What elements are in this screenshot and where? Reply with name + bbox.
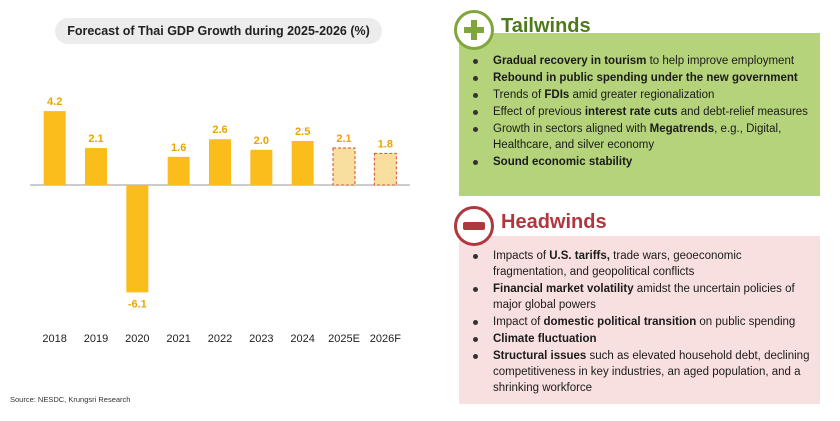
bar-2025E [332, 147, 356, 186]
bullet-icon [473, 160, 478, 165]
tailwinds-list: Gradual recovery in tourism to help impr… [472, 53, 812, 171]
bar-2020 [126, 185, 149, 293]
headwinds-item-text: trade wars, geoeconomic fragmentation, a… [493, 250, 742, 278]
tailwinds-item-text: Effect of previous [493, 106, 585, 118]
tailwinds-item: Rebound in public spending under the new… [472, 70, 812, 86]
tailwinds-item-text: amid greater regionalization [569, 89, 715, 101]
tailwinds-item: Gradual recovery in tourism to help impr… [472, 53, 812, 69]
headwinds-item-text: U.S. tariffs, [549, 250, 610, 262]
x-tick-label: 2024 [290, 333, 314, 345]
headwinds-title: Headwinds [501, 211, 607, 233]
bullet-icon [473, 337, 478, 342]
bar-2018 [43, 111, 66, 185]
data-label: 2.0 [254, 135, 269, 147]
tailwinds-item-text: and debt-relief measures [677, 106, 808, 118]
tailwinds-item-text: to help improve employment [646, 55, 795, 67]
x-tick-label: 2021 [166, 333, 190, 345]
gdp-bar-chart: 4.2 2018 2.1 2019 -6.1 2020 1.6 2021 2.6 2022 2.0 2… [30, 96, 410, 345]
data-label: 4.2 [47, 96, 62, 108]
headwinds-item: Impacts of U.S. tariffs, trade wars, geo… [472, 248, 812, 280]
headwinds-item-text: Financial market volatility [493, 283, 634, 295]
bar-2023 [250, 149, 273, 185]
tailwinds-panel [459, 33, 820, 196]
headwinds-item-text: Structural issues [493, 350, 587, 362]
bullet-icon [473, 287, 478, 292]
headwinds-item: Impact of domestic political transition … [472, 314, 812, 330]
tailwinds-item-text: FDIs [544, 89, 570, 101]
x-tick-label: 2023 [249, 333, 273, 345]
x-tick-label: 2025E [328, 333, 360, 345]
bar-2024 [291, 141, 314, 185]
tailwinds-item-text: Sound economic stability [493, 156, 633, 168]
bar-2021 [167, 156, 190, 185]
data-label: 2.6 [212, 124, 227, 136]
tailwinds-item-text: Growth in sectors aligned with [493, 123, 650, 135]
data-label: 2.1 [88, 133, 103, 145]
source-note: Source: NESDC, Krungsri Research [10, 395, 131, 404]
tailwinds-item-text: Trends of [493, 89, 545, 101]
headwinds-item: Climate fluctuation [472, 331, 812, 347]
tailwinds-item-text: interest rate cuts [584, 106, 678, 118]
tailwinds-item-text: Megatrends [649, 123, 715, 135]
headwinds-item: Structural issues such as elevated house… [472, 348, 812, 396]
tailwinds-title: Tailwinds [501, 15, 591, 37]
tailwinds-item: Trends of FDIs amid greater regionalizat… [472, 87, 812, 103]
data-label: -6.1 [128, 298, 147, 310]
tailwinds-item: Growth in sectors aligned with Megatrend… [472, 121, 812, 153]
bullet-icon [473, 254, 478, 259]
headwinds-list: Impacts of U.S. tariffs, trade wars, geo… [472, 248, 812, 397]
bullet-icon [473, 320, 478, 325]
bullet-icon [473, 93, 478, 98]
bullet-icon [473, 76, 478, 81]
tailwinds-item-text: Rebound in public spending under the new… [493, 72, 798, 84]
headwinds-item-text: on public spending [696, 316, 796, 328]
bullet-icon [473, 127, 478, 132]
headwinds-item-text: such as elevated household debt, declini… [493, 350, 810, 394]
tailwinds-item-text: Gradual recovery in tourism [493, 55, 647, 67]
x-tick-label: 2020 [125, 333, 149, 345]
chart-title: Forecast of Thai GDP Growth during 2025-… [55, 18, 382, 44]
tailwinds-item-text: , e.g., Digital, Healthcare, and silver … [493, 123, 782, 151]
headwinds-item-text: amidst the uncertain policies of major g… [493, 283, 795, 311]
plus-icon [454, 10, 494, 50]
bullet-icon [473, 110, 478, 115]
tailwinds-item: Effect of previous interest rate cuts an… [472, 104, 812, 120]
minus-icon [454, 206, 494, 246]
x-tick-label: 2019 [84, 333, 108, 345]
bullet-icon [473, 354, 478, 359]
data-label: 1.8 [378, 138, 393, 150]
bar-2019 [85, 148, 107, 185]
x-tick-label: 2018 [42, 333, 66, 345]
tailwinds-item: Sound economic stability [472, 154, 812, 170]
data-label: 2.1 [336, 133, 351, 145]
data-label: 2.5 [295, 126, 310, 138]
bullet-icon [473, 59, 478, 64]
bar-2026F [373, 152, 397, 186]
data-label: 1.6 [171, 142, 186, 154]
x-tick-label: 2026F [370, 333, 401, 345]
bar-2022 [209, 139, 231, 185]
headwinds-item-text: Climate fluctuation [493, 333, 597, 345]
headwinds-item-text: Impacts of [493, 250, 550, 262]
headwinds-item: Financial market volatility amidst the u… [472, 281, 812, 313]
headwinds-item-text: domestic political transition [543, 316, 697, 328]
headwinds-item-text: Impact of [493, 316, 544, 328]
headwinds-panel [459, 236, 820, 404]
x-tick-label: 2022 [208, 333, 232, 345]
